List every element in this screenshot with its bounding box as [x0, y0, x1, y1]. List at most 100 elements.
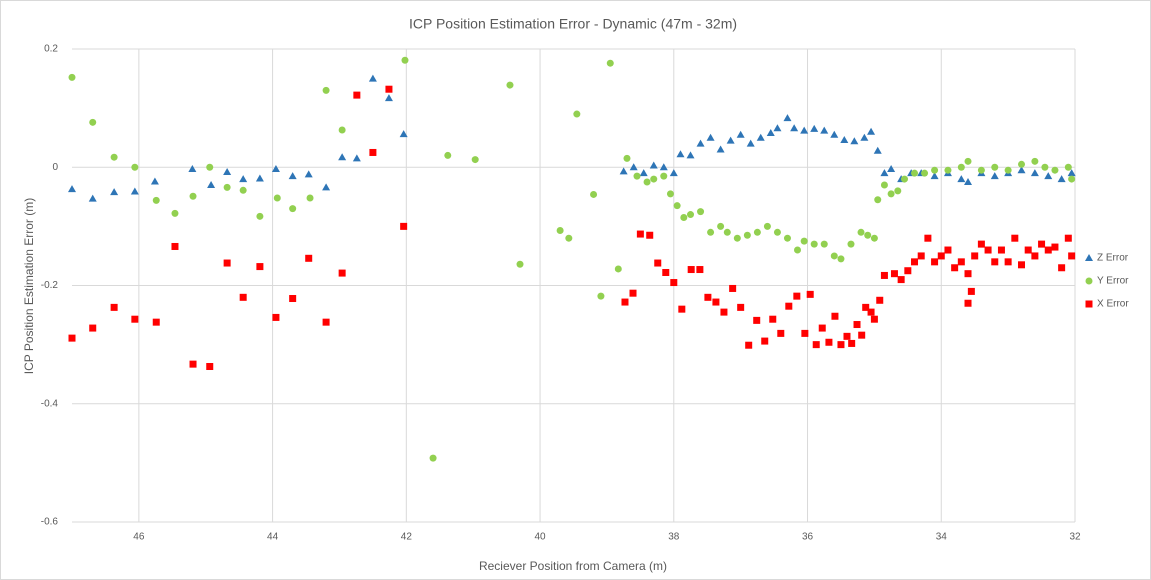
marker-circle [597, 292, 605, 300]
marker-circle [643, 178, 651, 186]
marker-square [678, 305, 686, 313]
x-tick-label: 42 [401, 532, 413, 543]
x-tick-label: 38 [668, 532, 680, 543]
marker-square [305, 254, 313, 262]
marker-square [785, 302, 793, 310]
marker-circle [753, 228, 761, 236]
marker-square [801, 329, 809, 337]
marker-triangle [746, 139, 755, 147]
y-tick-label: 0.2 [44, 44, 58, 55]
marker-triangle [639, 169, 648, 177]
x-tick-label: 32 [1069, 532, 1081, 543]
marker-circle [894, 187, 902, 195]
marker-square [68, 334, 76, 342]
marker-triangle [790, 124, 799, 132]
marker-circle [471, 156, 479, 164]
marker-circle [633, 172, 641, 180]
marker-triangle [338, 153, 347, 161]
marker-triangle [223, 167, 232, 175]
marker-square [848, 339, 856, 347]
marker-triangle [1030, 169, 1039, 177]
marker-triangle [736, 130, 745, 138]
marker-square [654, 259, 662, 267]
marker-triangle [384, 94, 393, 102]
marker-circle [650, 175, 658, 183]
marker-square [729, 284, 737, 292]
marker-circle [900, 175, 908, 183]
marker-circle [723, 228, 731, 236]
marker-circle [516, 260, 524, 268]
marker-circle [944, 166, 952, 174]
marker-square [977, 240, 985, 248]
legend-label: X Error [1097, 299, 1129, 310]
marker-triangle [800, 126, 809, 134]
marker-square [991, 258, 999, 266]
marker-square [843, 332, 851, 340]
marker-circle [429, 454, 437, 462]
marker-square [964, 270, 972, 278]
marker-square [867, 308, 875, 316]
marker-triangle [150, 177, 159, 185]
y-tick-label: 0 [52, 162, 58, 173]
marker-triangle [887, 165, 896, 173]
marker-circle [887, 190, 895, 198]
marker-triangle [676, 150, 685, 158]
marker-triangle [1085, 254, 1093, 261]
marker-square [853, 321, 861, 329]
marker-circle [666, 190, 674, 198]
marker-square [862, 303, 870, 311]
marker-triangle [659, 163, 668, 171]
x-tick-label: 40 [535, 532, 547, 543]
marker-circle [911, 169, 919, 177]
marker-square [1068, 252, 1076, 260]
marker-triangle [649, 161, 658, 169]
marker-circle [964, 157, 972, 165]
marker-square [1058, 264, 1066, 272]
marker-square [818, 324, 826, 332]
marker-circle [733, 234, 741, 242]
marker-circle [857, 228, 865, 236]
marker-circle [322, 86, 330, 94]
marker-square [704, 293, 712, 301]
marker-circle [110, 153, 118, 161]
marker-triangle [957, 175, 966, 183]
marker-square [256, 263, 264, 271]
marker-triangle [930, 172, 939, 180]
marker-triangle [368, 74, 377, 82]
marker-triangle [840, 136, 849, 144]
marker-square [1018, 261, 1026, 269]
marker-circle [1041, 163, 1049, 171]
marker-triangle [964, 178, 973, 186]
marker-triangle [706, 133, 715, 141]
marker-triangle [130, 187, 139, 195]
marker-triangle [322, 183, 331, 191]
marker-square [338, 269, 346, 277]
marker-circle [289, 205, 297, 213]
marker-triangle [629, 163, 638, 171]
marker-square [1064, 234, 1072, 242]
marker-square [621, 298, 629, 306]
marker-circle [1031, 157, 1039, 165]
marker-circle [171, 209, 179, 217]
marker-circle [957, 163, 965, 171]
marker-square [223, 259, 231, 267]
marker-triangle [619, 167, 628, 175]
marker-square [239, 293, 247, 301]
chart-title: ICP Position Estimation Error - Dynamic … [409, 16, 737, 32]
marker-square [831, 312, 839, 320]
marker-circle [68, 73, 76, 81]
marker-square [1085, 300, 1093, 308]
marker-triangle [207, 180, 216, 188]
marker-circle [239, 186, 247, 194]
marker-square [964, 299, 972, 307]
marker-square [89, 324, 97, 332]
marker-circle [1018, 160, 1026, 168]
marker-square [670, 279, 678, 287]
marker-square [696, 266, 704, 274]
marker-square [152, 318, 160, 326]
marker-triangle [88, 194, 97, 202]
marker-square [629, 289, 637, 297]
marker-triangle [68, 185, 76, 193]
